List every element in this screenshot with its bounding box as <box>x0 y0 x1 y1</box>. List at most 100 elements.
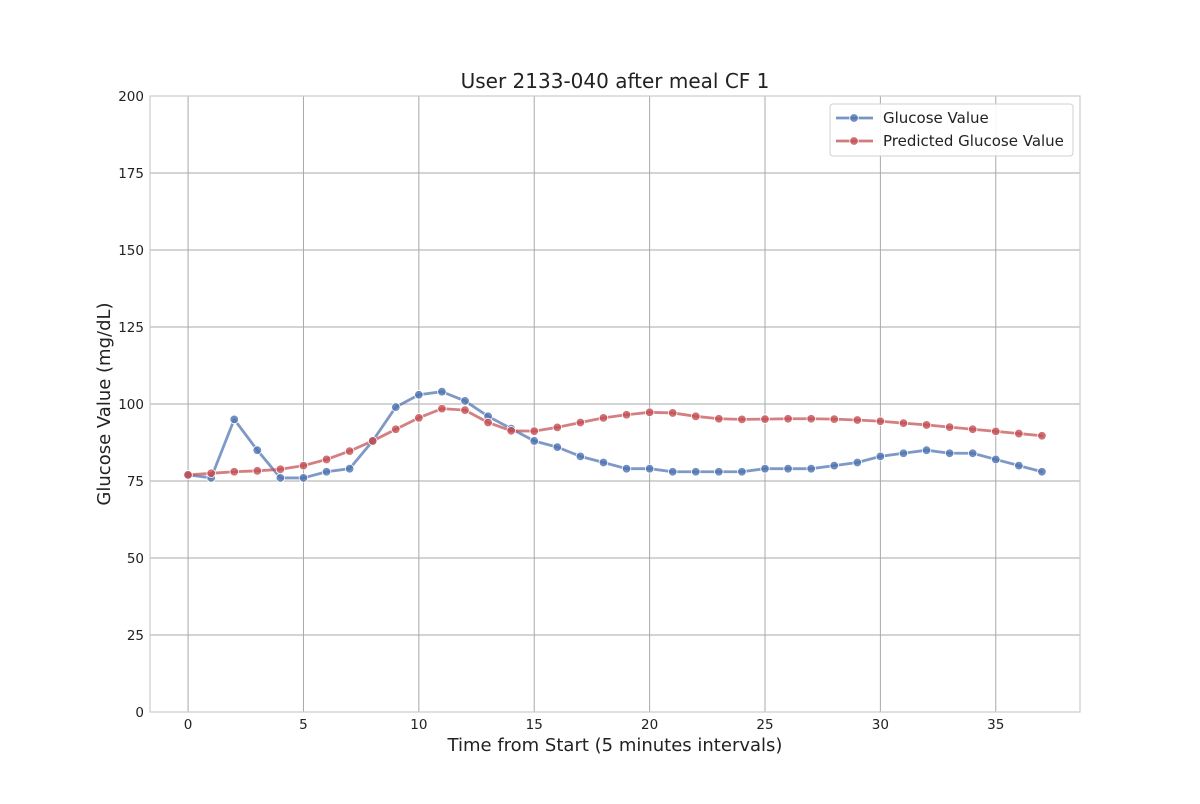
data-point-predicted <box>921 420 932 430</box>
data-point-glucose <box>644 463 655 474</box>
data-point-glucose <box>944 448 955 458</box>
data-point-glucose <box>344 463 355 474</box>
data-point-predicted <box>575 417 586 428</box>
data-point-glucose <box>967 448 978 458</box>
x-tick-label: 25 <box>756 717 773 733</box>
legend-label-predicted: Predicted Glucose Value <box>883 132 1064 150</box>
data-point-predicted <box>667 408 678 418</box>
data-point-glucose <box>552 442 563 452</box>
data-point-predicted <box>367 436 378 446</box>
chart-title: User 2133-040 after meal CF 1 <box>461 69 770 93</box>
data-point-glucose <box>414 390 424 400</box>
data-point-glucose <box>991 454 1001 465</box>
data-point-predicted <box>1037 431 1047 441</box>
data-point-glucose <box>760 463 770 474</box>
data-point-predicted <box>967 424 978 434</box>
data-point-predicted <box>529 426 539 436</box>
data-point-predicted <box>183 470 193 480</box>
data-point-predicted <box>991 426 1001 437</box>
data-point-predicted <box>460 405 470 415</box>
data-point-predicted <box>506 426 516 436</box>
data-point-glucose <box>898 448 909 458</box>
data-point-glucose <box>1014 460 1024 471</box>
data-point-glucose <box>921 445 932 455</box>
data-point-predicted <box>598 413 609 423</box>
data-point-predicted <box>483 417 493 428</box>
data-point-glucose <box>252 445 263 455</box>
data-point-predicted <box>252 466 263 476</box>
y-tick-label: 75 <box>127 474 144 490</box>
data-point-predicted <box>1014 428 1024 439</box>
y-tick-label: 150 <box>118 243 144 259</box>
data-point-glucose <box>229 414 239 425</box>
x-tick-label: 10 <box>410 717 427 733</box>
data-point-glucose <box>391 402 401 412</box>
data-point-glucose <box>275 473 286 483</box>
data-point-glucose <box>321 467 332 477</box>
data-point-predicted <box>829 414 839 424</box>
data-point-predicted <box>206 468 216 479</box>
data-point-predicted <box>691 411 701 422</box>
data-point-predicted <box>552 422 563 433</box>
x-axis-label: Time from Start (5 minutes intervals) <box>447 735 783 756</box>
legend-marker-predicted <box>849 136 859 146</box>
data-point-glucose <box>460 396 470 406</box>
data-point-glucose <box>298 473 309 483</box>
y-tick-label: 25 <box>127 628 144 644</box>
data-point-predicted <box>621 410 632 420</box>
x-tick-label: 35 <box>987 717 1004 733</box>
data-point-predicted <box>321 454 332 465</box>
data-point-predicted <box>852 415 863 425</box>
data-point-predicted <box>229 467 239 477</box>
legend-label-glucose: Glucose Value <box>883 109 989 127</box>
data-point-predicted <box>944 422 955 432</box>
x-tick-label: 5 <box>299 717 308 733</box>
y-tick-label: 175 <box>118 166 144 182</box>
legend-box <box>829 103 1074 157</box>
data-point-glucose <box>575 451 586 462</box>
y-tick-label: 50 <box>127 551 144 567</box>
data-point-glucose <box>691 467 701 477</box>
data-point-predicted <box>783 414 793 424</box>
series-glucose <box>183 386 1047 483</box>
data-point-predicted <box>737 414 747 425</box>
x-tick-label: 15 <box>526 717 543 733</box>
data-point-predicted <box>760 414 770 424</box>
tick-labels: 0 5 10 15 20 25 30 35 0 25 50 75 100 125 150 175 200 <box>118 89 1004 733</box>
x-tick-label: 0 <box>184 717 193 733</box>
data-point-predicted <box>344 446 355 456</box>
data-point-glucose <box>875 451 886 462</box>
x-tick-label: 20 <box>641 717 658 733</box>
plot-frame <box>149 95 1081 713</box>
data-point-glucose <box>783 463 793 474</box>
series-layer <box>183 386 1047 483</box>
data-point-predicted <box>806 414 816 424</box>
data-point-glucose <box>806 463 816 474</box>
data-point-glucose <box>1037 467 1047 477</box>
data-point-predicted <box>437 403 447 414</box>
y-tick-label: 125 <box>118 320 144 336</box>
data-point-glucose <box>737 467 747 477</box>
data-point-predicted <box>875 416 886 426</box>
data-point-glucose <box>529 436 539 446</box>
y-tick-label: 100 <box>118 397 144 413</box>
data-point-glucose <box>829 460 839 471</box>
data-point-glucose <box>714 467 724 477</box>
data-point-glucose <box>852 457 863 468</box>
data-point-glucose <box>437 386 447 397</box>
data-point-predicted <box>275 464 286 474</box>
data-point-predicted <box>414 413 424 423</box>
legend: Glucose Value Predicted Glucose Value <box>829 103 1074 157</box>
data-point-predicted <box>391 424 401 434</box>
y-axis-label: Glucose Value (mg/dL) <box>94 302 115 505</box>
series-predicted <box>183 403 1047 480</box>
x-tick-label: 30 <box>872 717 889 733</box>
data-point-predicted <box>898 418 909 428</box>
data-point-predicted <box>644 407 655 418</box>
data-point-predicted <box>298 460 309 471</box>
y-tick-label: 0 <box>135 705 144 721</box>
legend-marker-glucose <box>849 113 859 123</box>
data-point-glucose <box>621 463 632 474</box>
